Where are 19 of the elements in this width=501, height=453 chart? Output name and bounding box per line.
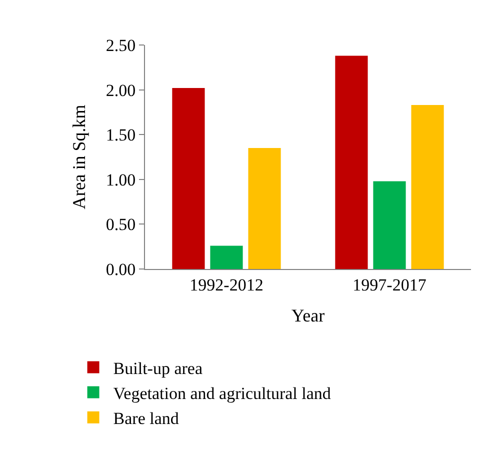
legend-label: Built-up area xyxy=(113,358,203,378)
bar xyxy=(172,88,205,269)
bar xyxy=(335,56,368,269)
x-axis-title: Year xyxy=(291,306,325,326)
y-tick-label: 1.50 xyxy=(106,126,136,145)
legend-label: Bare land xyxy=(113,409,180,428)
y-tick-label: 1.00 xyxy=(106,170,136,190)
y-tick-label: 0.50 xyxy=(106,215,136,234)
y-tick-label: 2.00 xyxy=(106,80,136,100)
y-tick-label: 0.00 xyxy=(106,260,136,279)
bar xyxy=(210,246,243,269)
legend-label: Vegetation and agricultural land xyxy=(113,384,332,403)
y-tick-label: 2.50 xyxy=(106,36,136,55)
x-tick-label: 1997-2017 xyxy=(352,275,427,294)
bar xyxy=(248,148,281,269)
x-tick-label: 1992-2012 xyxy=(190,275,264,294)
bar xyxy=(373,181,406,269)
y-axis-title: Area in Sq.km xyxy=(69,104,90,210)
bar xyxy=(411,105,444,269)
